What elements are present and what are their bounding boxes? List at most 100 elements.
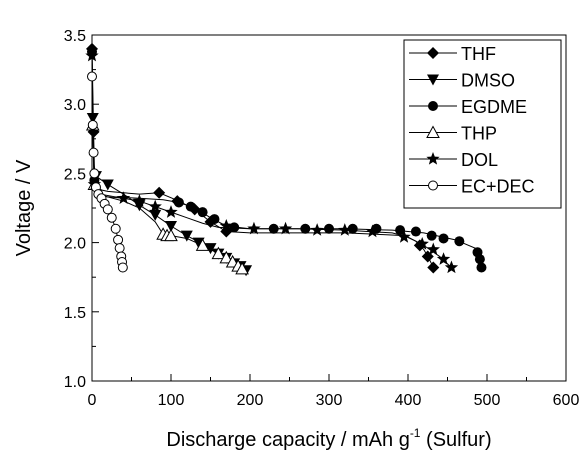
y-tick-label: 1.0 [64, 374, 86, 391]
legend-marker-ec-dec [428, 180, 438, 191]
data-point-egdme [324, 223, 334, 234]
series-ec-dec [87, 71, 128, 273]
data-point-dol [397, 230, 411, 243]
data-point-thp [195, 238, 210, 251]
legend-entry-thp: THP [409, 124, 497, 144]
data-point-dol [219, 218, 233, 232]
legend-entry-thf: THF [409, 44, 496, 64]
data-point-egdme [476, 262, 487, 273]
data-point-ec-dec [88, 147, 99, 158]
x-tick-label: 0 [88, 392, 97, 409]
data-point-thf [427, 261, 440, 274]
x-tick-label: 600 [553, 392, 580, 409]
y-axis-label: Voltage / V [13, 159, 35, 256]
data-point-egdme [426, 230, 437, 241]
x-axis-label-main: Discharge capacity / mAh g [166, 429, 409, 451]
x-axis-label-exponent: -1 [410, 426, 421, 440]
data-point-egdme [173, 197, 184, 208]
data-point-ec-dec [117, 262, 128, 273]
legend-box [403, 39, 562, 209]
x-tick-label: 100 [158, 392, 185, 409]
y-tick-label: 1.5 [64, 305, 86, 322]
legend-label-dol: DOL [461, 150, 498, 170]
legend-marker-thp [426, 125, 440, 138]
data-point-dol [116, 191, 131, 204]
data-point-thp [219, 250, 234, 264]
x-tick-label: 400 [395, 392, 422, 409]
series-line-thf [91, 48, 434, 268]
series-layer [85, 42, 487, 277]
data-point-egdme [454, 236, 465, 247]
legend-label-thp: THP [461, 124, 497, 144]
legend-entry-ec-dec: EC+DEC [409, 177, 535, 197]
legend-entry-dol: DOL [409, 150, 498, 170]
legend-marker-egdme [428, 101, 438, 111]
data-point-dmso [165, 220, 177, 232]
data-point-dol [164, 205, 178, 218]
x-tick-label: 500 [474, 392, 501, 409]
series-dol [85, 48, 459, 274]
legend-label-egdme: EGDME [461, 97, 527, 117]
data-point-dol [444, 260, 459, 274]
data-point-egdme [347, 223, 358, 234]
legend-marker-dol [426, 152, 440, 165]
data-point-egdme [197, 207, 208, 218]
x-axis-ticks: 0 100 200 300 400 500 600 [88, 374, 580, 409]
y-tick-label: 3.5 [64, 28, 86, 45]
legend-entry-dmso: DMSO [409, 71, 515, 91]
data-point-ec-dec [113, 234, 124, 245]
legend-entry-egdme: EGDME [409, 97, 527, 117]
data-point-dol [278, 221, 293, 235]
data-point-ec-dec [106, 212, 117, 223]
data-point-dol [338, 223, 352, 236]
data-point-dol [148, 199, 162, 213]
legend: THF DMSO EGDME THP DOL EC+DEC [403, 39, 562, 209]
data-point-ec-dec [114, 243, 125, 254]
data-point-dmso [204, 243, 217, 255]
series-thf [86, 42, 440, 274]
data-point-egdme [229, 222, 240, 233]
data-point-dol [132, 194, 147, 207]
x-tick-label: 200 [237, 392, 264, 409]
data-point-thp [211, 246, 226, 260]
data-point-ec-dec [87, 119, 98, 130]
data-point-dmso [149, 209, 162, 221]
data-point-ec-dec [89, 168, 100, 179]
x-axis-label-suffix: (Sulfur) [420, 429, 491, 451]
data-point-dmso [101, 179, 114, 191]
data-point-ec-dec [110, 223, 121, 234]
data-point-dol [365, 224, 380, 238]
data-point-egdme [410, 226, 421, 237]
legend-label-dmso: DMSO [461, 71, 515, 91]
data-point-egdme [185, 201, 196, 212]
data-point-dol [247, 221, 261, 235]
x-tick-label: 300 [316, 392, 343, 409]
data-point-egdme [474, 254, 485, 265]
data-point-thf [153, 186, 166, 199]
y-tick-label: 2.5 [64, 166, 86, 183]
legend-label-thf: THF [461, 44, 496, 64]
data-point-egdme [395, 225, 406, 236]
x-axis-label: Discharge capacity / mAh g-1 (Sulfur) [166, 426, 491, 451]
data-point-thp [164, 228, 178, 242]
legend-label-ec-dec: EC+DEC [461, 177, 535, 197]
legend-marker-dmso [427, 74, 439, 86]
data-point-dol [415, 236, 429, 250]
series-thp [85, 62, 249, 275]
data-point-ec-dec [102, 204, 113, 215]
y-axis-ticks: 1.0 1.5 2.0 2.5 3.0 3.5 [64, 28, 99, 391]
data-point-ec-dec [87, 71, 97, 82]
data-point-dol [436, 252, 451, 265]
legend-marker-thf [427, 47, 439, 59]
data-point-dol [85, 48, 99, 62]
data-point-egdme [209, 214, 220, 225]
y-tick-label: 2.0 [64, 236, 86, 253]
data-point-dmso [180, 230, 193, 242]
data-point-egdme [438, 233, 449, 244]
data-point-dol [310, 223, 324, 236]
y-tick-label: 3.0 [64, 97, 86, 114]
data-point-dol [426, 242, 440, 256]
data-point-thp [235, 261, 249, 275]
series-dmso [86, 55, 253, 277]
